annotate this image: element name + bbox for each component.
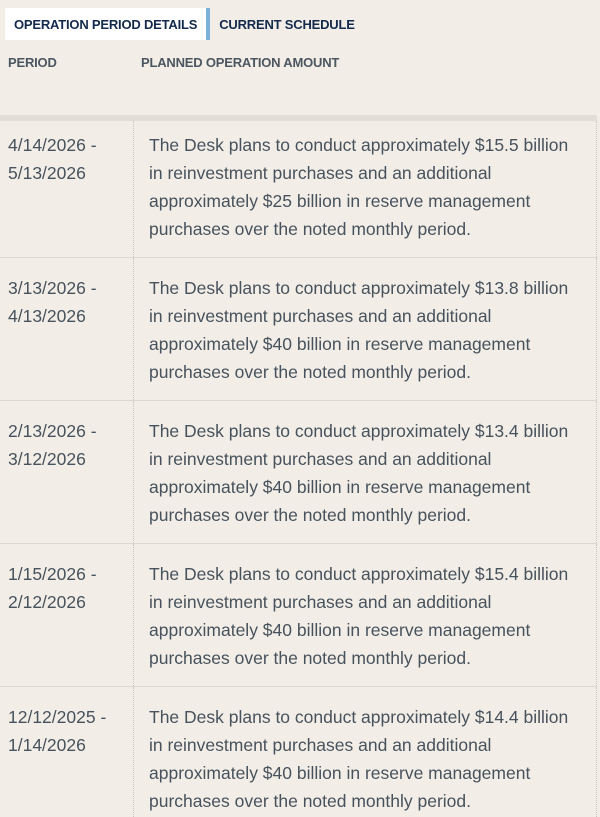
planned-operation-amount-cell: The Desk plans to conduct approximately … — [133, 121, 597, 257]
tab-operation-period-details[interactable]: OPERATION PERIOD DETAILS — [5, 8, 207, 40]
header-spacer — [0, 70, 600, 115]
period-cell: 12/12/2025 - 1/14/2026 — [8, 707, 107, 755]
period-cell: 2/13/2026 - 3/12/2026 — [8, 421, 97, 469]
planned-operation-amount-cell: The Desk plans to conduct approximately … — [133, 687, 597, 817]
table-row: 4/14/2026 - 5/13/2026 The Desk plans to … — [0, 121, 597, 258]
column-header-planned-operation-amount: PLANNED OPERATION AMOUNT — [141, 55, 340, 70]
period-cell: 4/14/2026 - 5/13/2026 — [8, 135, 97, 183]
planned-operation-amount-cell: The Desk plans to conduct approximately … — [133, 258, 597, 400]
tab-divider — [206, 8, 211, 40]
period-cell: 3/13/2026 - 4/13/2026 — [8, 278, 97, 326]
column-header-period: PERIOD — [8, 55, 57, 70]
table-row: 2/13/2026 - 3/12/2026 The Desk plans to … — [0, 401, 597, 544]
tab-bar: OPERATION PERIOD DETAILS CURRENT SCHEDUL… — [5, 8, 600, 40]
table-top-border — [0, 115, 597, 121]
planned-operation-amount-cell: The Desk plans to conduct approximately … — [133, 544, 597, 686]
table-row: 1/15/2026 - 2/12/2026 The Desk plans to … — [0, 544, 597, 687]
table-header-row: PERIOD PLANNED OPERATION AMOUNT — [0, 55, 600, 70]
table-row: 12/12/2025 - 1/14/2026 The Desk plans to… — [0, 687, 597, 817]
table-body: 4/14/2026 - 5/13/2026 The Desk plans to … — [0, 121, 597, 817]
planned-operation-amount-cell: The Desk plans to conduct approximately … — [133, 401, 597, 543]
tab-current-schedule[interactable]: CURRENT SCHEDULE — [219, 16, 355, 32]
table-row: 3/13/2026 - 4/13/2026 The Desk plans to … — [0, 258, 597, 401]
period-cell: 1/15/2026 - 2/12/2026 — [8, 564, 97, 612]
